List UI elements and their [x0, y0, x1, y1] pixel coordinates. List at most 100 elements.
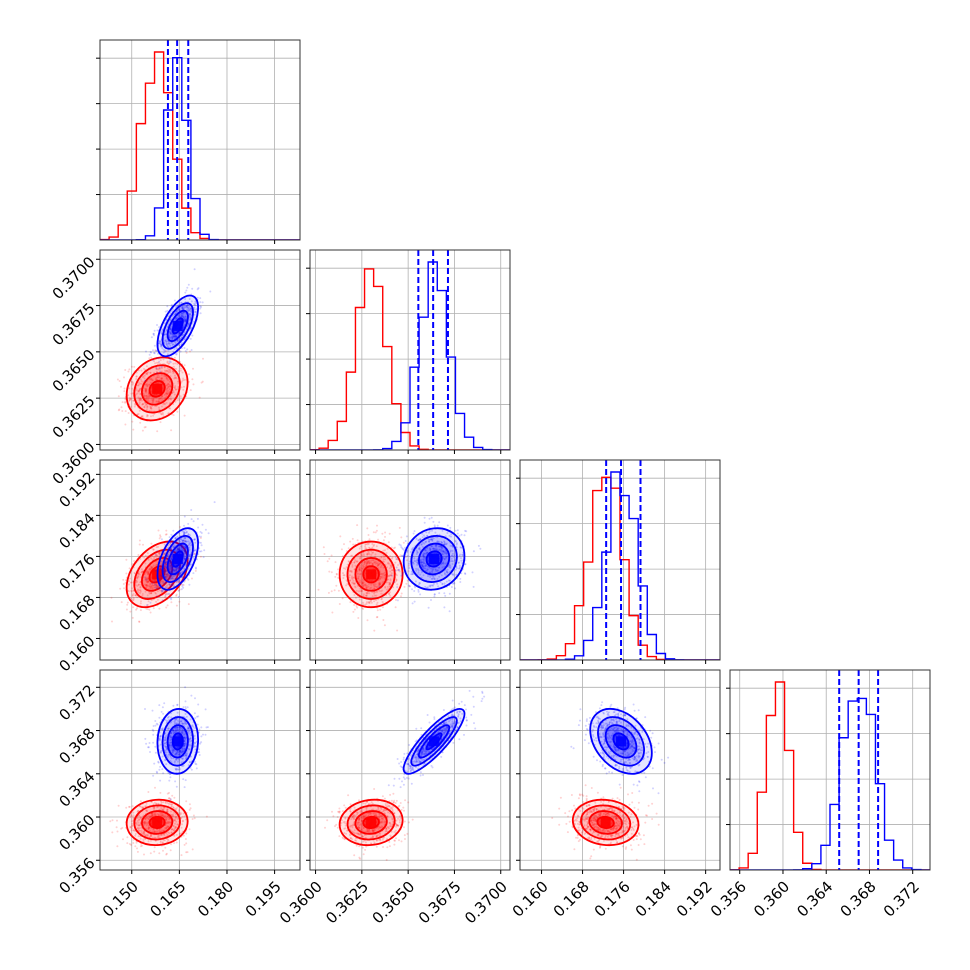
sample-point — [150, 377, 153, 380]
sample-point — [345, 584, 348, 587]
sample-point — [389, 578, 392, 581]
sample-point — [389, 579, 392, 582]
sample-point — [445, 570, 448, 573]
sample-point — [189, 350, 191, 353]
sample-point — [147, 571, 150, 574]
sample-point — [150, 415, 152, 418]
sample-point — [152, 774, 155, 777]
sample-point — [183, 378, 186, 381]
sample-point — [169, 369, 171, 372]
sample-point — [164, 575, 167, 578]
sample-point — [173, 569, 176, 572]
sample-point — [195, 302, 198, 305]
sample-point — [390, 574, 392, 577]
sample-point — [178, 365, 181, 368]
sample-point — [452, 573, 455, 576]
sample-point — [401, 573, 404, 576]
sample-point — [181, 371, 184, 374]
sample-point — [175, 335, 178, 338]
sample-point — [155, 584, 158, 586]
sample-point — [155, 356, 158, 359]
sample-point — [383, 576, 385, 579]
sample-point — [178, 600, 181, 603]
sample-point — [156, 550, 159, 553]
sample-point — [174, 335, 176, 338]
sample-point — [140, 382, 142, 385]
density-peak — [152, 383, 163, 394]
sample-point — [169, 574, 172, 577]
sample-point — [189, 541, 192, 544]
sample-point — [137, 381, 140, 384]
sample-point — [137, 583, 140, 586]
sample-point — [366, 543, 369, 546]
sample-point — [164, 846, 167, 849]
panel-0-0 — [96, 39, 301, 244]
sample-point — [196, 288, 199, 291]
sample-point — [330, 571, 333, 574]
sample-point — [167, 362, 170, 365]
sample-point — [124, 369, 127, 371]
sample-point — [131, 599, 134, 602]
sample-point — [396, 558, 399, 561]
sample-point — [438, 540, 441, 543]
sample-point — [168, 360, 171, 363]
sample-point — [435, 548, 438, 551]
sample-point — [381, 589, 384, 592]
sample-point — [407, 584, 410, 587]
sample-point — [427, 606, 430, 609]
sample-point — [431, 569, 434, 571]
sample-point — [192, 556, 194, 559]
sample-point — [181, 549, 184, 552]
sample-point — [180, 313, 183, 316]
sample-point — [419, 582, 421, 585]
sample-point — [341, 555, 344, 558]
sample-point — [193, 268, 196, 271]
sample-point — [147, 395, 150, 398]
sample-point — [401, 554, 404, 557]
sample-point — [151, 584, 154, 587]
sample-point — [408, 567, 411, 569]
sample-point — [379, 577, 382, 580]
sample-point — [155, 554, 158, 557]
sample-point — [185, 306, 188, 309]
sample-point — [377, 564, 380, 567]
sample-point — [179, 545, 182, 548]
sample-point — [183, 550, 186, 552]
sample-point — [163, 322, 166, 325]
sample-point — [133, 457, 135, 459]
sample-point — [434, 568, 437, 571]
sample-point — [366, 592, 369, 594]
sample-point — [364, 545, 367, 548]
sample-point — [164, 403, 166, 406]
sample-point — [419, 573, 422, 576]
sample-point — [181, 530, 184, 533]
sample-point — [419, 549, 422, 551]
sample-point — [133, 560, 136, 562]
sample-point — [177, 332, 180, 335]
sample-point — [159, 791, 162, 794]
sample-point — [183, 843, 186, 846]
sample-point — [169, 541, 172, 544]
sample-point — [152, 400, 155, 403]
sample-point — [386, 578, 389, 581]
sample-point — [449, 566, 452, 569]
sample-point — [390, 565, 393, 568]
sample-point — [333, 589, 336, 592]
sample-point — [388, 567, 391, 570]
sample-point — [146, 570, 149, 573]
sample-point — [187, 533, 190, 536]
sample-point — [134, 594, 137, 597]
sample-point — [127, 583, 130, 586]
sample-point — [134, 583, 137, 586]
sample-point — [164, 566, 167, 569]
sample-point — [369, 561, 372, 564]
sample-point — [376, 565, 379, 567]
sample-point — [173, 335, 176, 338]
sample-point — [192, 572, 195, 575]
sample-point — [162, 351, 165, 354]
sample-point — [365, 562, 368, 565]
sample-point — [138, 409, 141, 412]
sample-point — [165, 369, 168, 372]
sample-point — [364, 543, 367, 546]
sample-point — [172, 372, 175, 375]
